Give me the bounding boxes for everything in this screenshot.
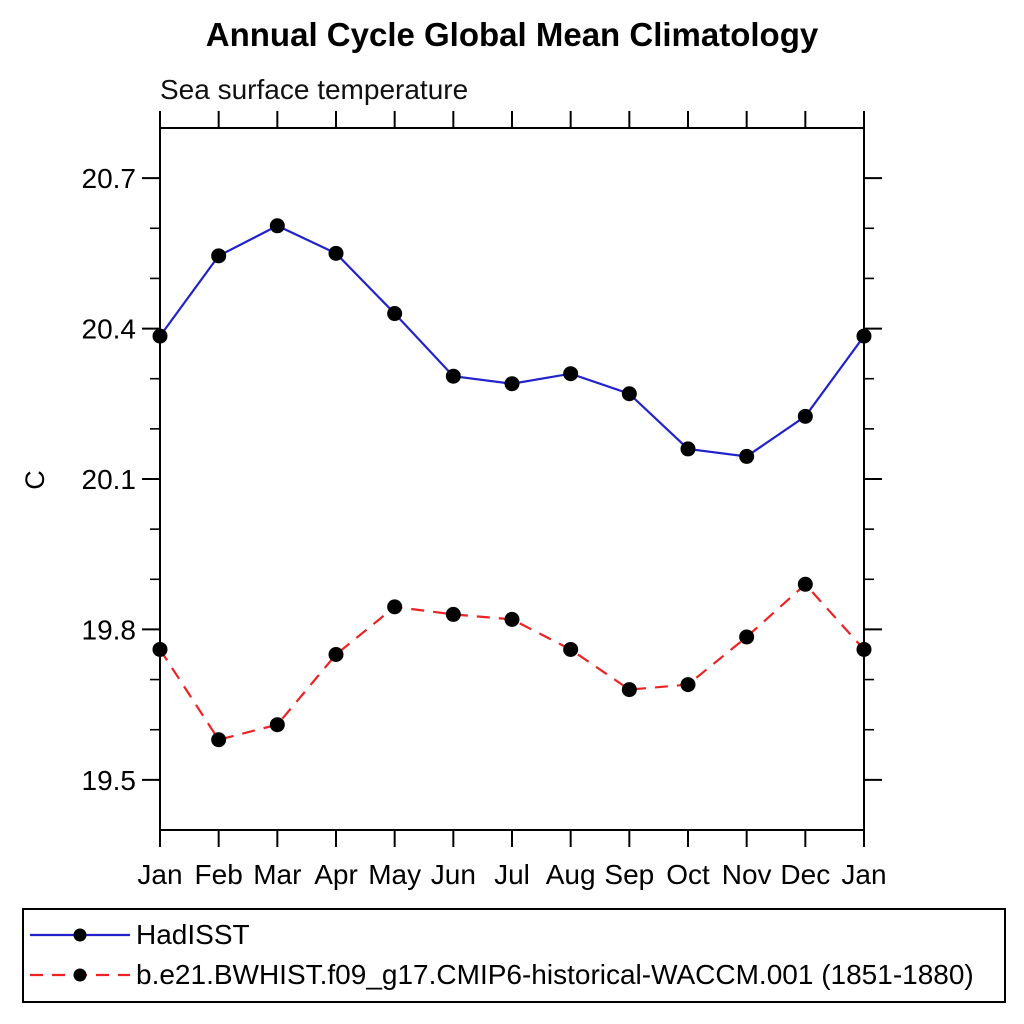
svg-text:Apr: Apr	[314, 859, 358, 890]
svg-text:20.4: 20.4	[82, 314, 137, 345]
svg-text:19.8: 19.8	[82, 614, 137, 645]
legend-item-hadisst: HadISST	[30, 919, 250, 950]
svg-text:Nov: Nov	[722, 859, 772, 890]
svg-text:Mar: Mar	[253, 859, 301, 890]
svg-text:C: C	[20, 470, 50, 490]
legend: HadISST b.e21.BWHIST.f09_g17.CMIP6-histo…	[22, 908, 1006, 1003]
svg-text:Feb: Feb	[195, 859, 243, 890]
legend-label-model: b.e21.BWHIST.f09_g17.CMIP6-historical-WA…	[136, 959, 974, 990]
svg-text:Oct: Oct	[666, 859, 710, 890]
legend-line-sample-hadisst	[30, 928, 130, 942]
svg-text:Dec: Dec	[780, 859, 830, 890]
svg-text:Aug: Aug	[546, 859, 596, 890]
svg-text:Jun: Jun	[431, 859, 476, 890]
chart-title: Annual Cycle Global Mean Climatology	[205, 16, 819, 53]
chart-subtitle: Sea surface temperature	[160, 74, 469, 105]
svg-text:19.5: 19.5	[82, 765, 137, 796]
legend-item-model: b.e21.BWHIST.f09_g17.CMIP6-historical-WA…	[30, 959, 974, 990]
svg-text:May: May	[368, 859, 421, 890]
legend-label-hadisst: HadISST	[136, 919, 250, 950]
svg-text:Jan: Jan	[137, 859, 182, 890]
svg-text:Jan: Jan	[841, 859, 886, 890]
svg-text:20.1: 20.1	[82, 464, 137, 495]
svg-text:Sep: Sep	[604, 859, 654, 890]
svg-text:20.7: 20.7	[82, 163, 137, 194]
legend-line-sample-model	[30, 968, 130, 982]
svg-text:Jul: Jul	[494, 859, 530, 890]
